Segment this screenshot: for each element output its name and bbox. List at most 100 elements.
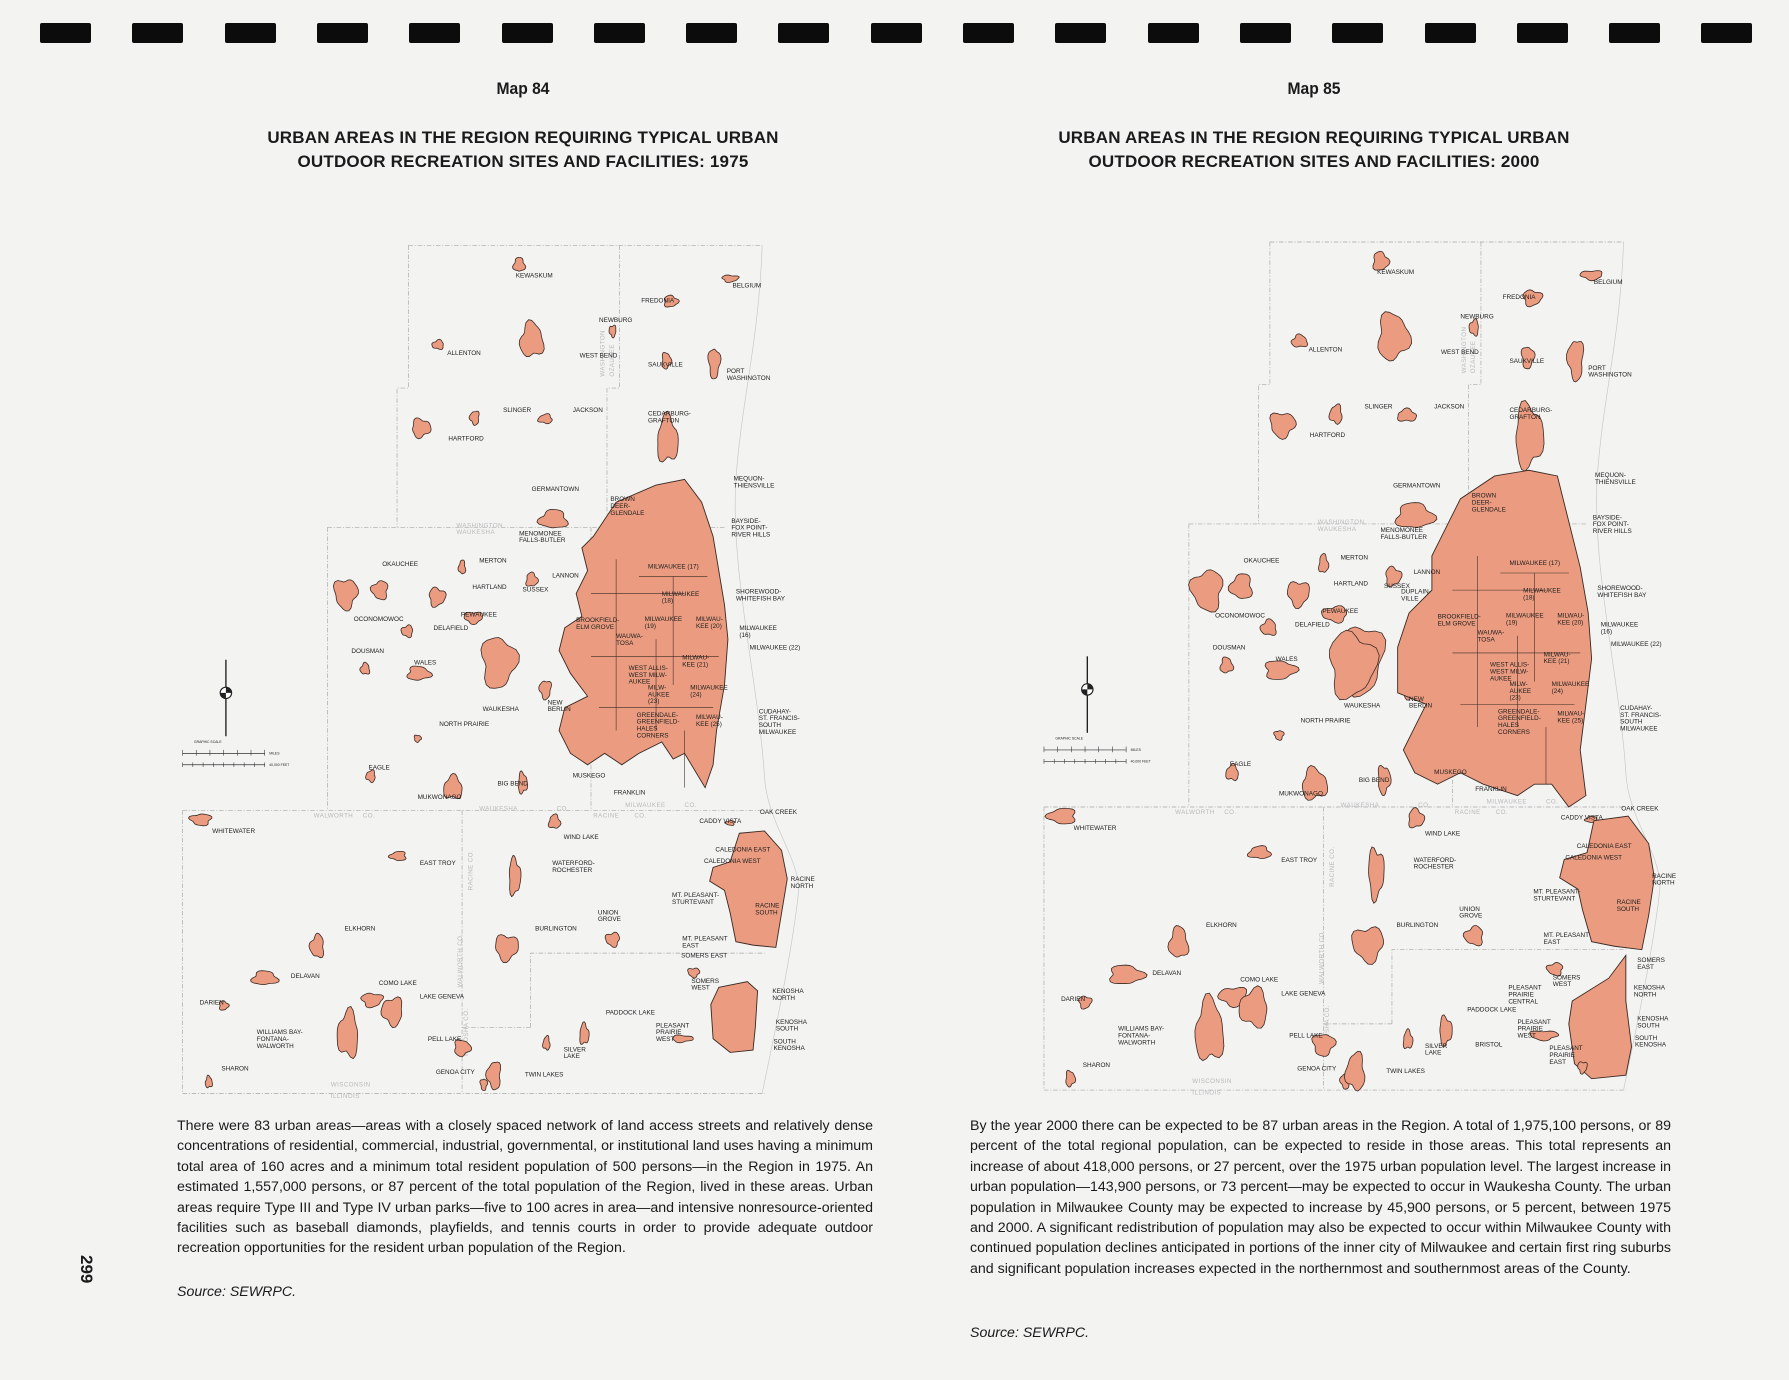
place-label-line: CEDARBURG-: [648, 410, 691, 417]
binder-hole: [963, 23, 1014, 43]
urban-area: [724, 820, 736, 826]
place-label: SOMERS WEST: [1553, 974, 1581, 988]
place-label: MT. PLEASANT-STURTEVANT: [672, 892, 719, 906]
place-label: PLEASANT PRAIRIE WEST: [656, 1022, 689, 1043]
place-label-line: TWIN LAKES: [525, 1071, 564, 1078]
place-label-line: PLEASANT: [1549, 1045, 1582, 1052]
place-label-line: EAGLE: [369, 764, 390, 771]
place-label-line: RACINE: [791, 876, 815, 883]
county-label: WALWORTH CO.: [1318, 930, 1325, 984]
place-label: CADDY VISTA: [1561, 815, 1604, 822]
urban-area: [1343, 1050, 1366, 1092]
place-label-line: NORTH: [1652, 880, 1675, 887]
place-label-line: SILVER: [564, 1046, 587, 1053]
place-label: WEST ALLIS-WEST MILW-AUKEE: [1490, 662, 1529, 683]
place-label: MILWAUKEE (24): [690, 684, 728, 698]
place-label-line: SHARON: [1083, 1062, 1111, 1069]
place-label-line: NORTH PRAIRIE: [1301, 718, 1351, 725]
urban-area: [1264, 660, 1300, 680]
county-label: CO.: [1496, 809, 1508, 816]
place-label-line: FALLS-BUTLER: [519, 537, 566, 544]
place-label-line: MILWAUKEE: [1620, 726, 1658, 733]
place-label: WAUWA-TOSA: [616, 633, 643, 647]
place-label: WIND LAKE: [564, 834, 599, 841]
urban-area: [1273, 730, 1285, 741]
place-label-line: (16): [739, 632, 750, 639]
place-label-line: SOUTH: [1620, 719, 1643, 726]
place-label-line: SUSSEX: [1384, 583, 1411, 590]
place-label: HARTLAND: [472, 584, 507, 591]
urban-area: [579, 1021, 590, 1045]
map-84-urban-areas-1975: WASHINGTONWAUKESHACO.WALWORTHCO.WAUKESHA…: [182, 245, 815, 1100]
place-label-line: DOUSMAN: [351, 648, 384, 655]
place-label: RACINE SOUTH: [755, 902, 779, 916]
place-label-line: UNION: [598, 909, 619, 916]
urban-area: [400, 624, 414, 639]
place-label: DELAFIELD: [1295, 622, 1330, 629]
place-label-line: PRAIRIE: [1549, 1052, 1575, 1059]
county-label: WASHINGTON: [1461, 327, 1468, 374]
binder-hole: [1147, 23, 1199, 43]
county-boundary: [606, 245, 620, 528]
place-label: COMO LAKE: [379, 980, 417, 987]
place-label: DOUSMAN: [351, 648, 384, 655]
place-label-line: SILVER: [1425, 1043, 1448, 1050]
place-label: MERTON: [1341, 554, 1369, 561]
county-label: WASHINGTON: [456, 522, 503, 529]
place-label-line: PRAIRIE: [1517, 1026, 1543, 1033]
place-label-line: NEWBURG: [1460, 313, 1493, 320]
place-label-line: AUKEE: [629, 679, 651, 686]
urban-area: [308, 932, 324, 959]
urban-area: [664, 294, 680, 308]
place-label-line: SAUKVILLE: [648, 361, 683, 368]
place-label: ALLENTON: [447, 350, 481, 357]
place-label-line: CALEDONIA WEST: [1565, 855, 1622, 862]
place-label: KENOSHA SOUTH: [776, 1019, 808, 1033]
place-label: DELAFIELD: [434, 625, 469, 632]
place-label-line: KENOSHA: [772, 988, 804, 995]
place-label-line: CALEDONIA EAST: [715, 847, 770, 854]
urban-area: [1311, 1034, 1337, 1057]
urban-area: [457, 559, 467, 575]
place-label-line: ROCHESTER: [552, 867, 592, 874]
place-label-line: (19): [645, 623, 656, 630]
place-label: DOUSMAN: [1213, 644, 1246, 651]
place-label-line: KEWASKUM: [1377, 269, 1414, 276]
place-label: SILVER LAKE: [564, 1046, 587, 1060]
urban-area: [495, 934, 519, 963]
urban-area: [1577, 1061, 1588, 1075]
urban-area: [1219, 656, 1235, 674]
county-label: OZAUKEE: [609, 344, 616, 377]
place-label-line: KEE (20): [696, 623, 722, 630]
urban-area: [1238, 985, 1268, 1029]
urban-area: [1290, 333, 1309, 348]
place-label-line: KEE (25): [696, 721, 722, 728]
urban-area: [604, 931, 620, 949]
place-label-line: BROWN: [610, 496, 635, 503]
place-label: MILWAUKEE (22): [750, 644, 801, 651]
place-label: OAK CREEK: [1621, 805, 1659, 812]
urban-area: [218, 1000, 230, 1011]
milwaukee-metro-urban-area: [1397, 469, 1593, 808]
place-label: MILWAUKEE (18): [1523, 587, 1561, 601]
place-label-line: WEST ALLIS-: [629, 665, 668, 672]
place-label-line: SHARON: [221, 1066, 249, 1073]
place-label: WHITEWATER: [212, 828, 255, 835]
place-label: OCONOMOWOC: [1215, 613, 1265, 620]
place-label: WAUWA-TOSA: [1478, 630, 1505, 644]
place-label: WILLIAMS BAY-FONTANA-WALWORTH: [257, 1029, 303, 1050]
place-label: SHOREWOOD-WHITEFISH BAY: [1597, 585, 1647, 599]
place-label-line: SUSSEX: [523, 586, 550, 593]
binder-hole: [1424, 23, 1476, 43]
place-label: MILWAU-KEE (21): [682, 655, 709, 669]
place-label-line: BURLINGTON: [535, 925, 577, 932]
county-label: WISCONSIN: [1192, 1078, 1232, 1085]
place-label-line: WEST: [1517, 1033, 1536, 1040]
place-label-line: ROCHESTER: [1414, 864, 1454, 871]
place-label-line: MT. PLEASANT-: [1533, 889, 1580, 896]
place-label-line: MILWAUKEE: [1506, 613, 1544, 620]
place-label-line: STURTEVANT: [1533, 896, 1575, 903]
map-85-title-line-1: URBAN AREAS IN THE REGION REQUIRING TYPI…: [1058, 128, 1570, 147]
place-label-line: MILWAUKEE: [1552, 681, 1590, 688]
